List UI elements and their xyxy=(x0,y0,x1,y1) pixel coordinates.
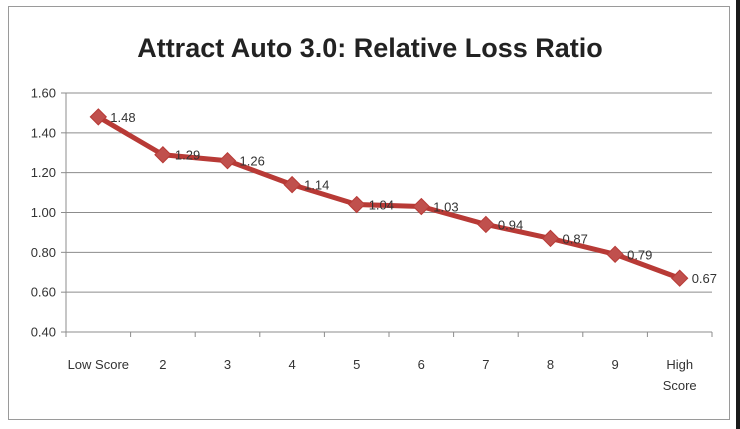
data-label: 0.67 xyxy=(692,271,717,286)
y-axis-ticks: 0.40 0.60 0.80 1.00 1.20 1.40 1.60 xyxy=(31,86,66,340)
data-point-marker xyxy=(154,146,172,164)
x-tick-label: 9 xyxy=(611,357,618,372)
data-labels: 1.48 1.29 1.26 1.14 1.04 1.03 0.94 0.87 0.79 0.67 xyxy=(110,110,717,286)
data-label: 1.48 xyxy=(110,110,135,125)
x-tick-label-line: Score xyxy=(663,378,697,393)
data-point-marker xyxy=(283,175,301,194)
x-tick-label-line: 4 xyxy=(288,357,295,372)
data-label: 1.26 xyxy=(240,154,265,169)
data-label: 1.14 xyxy=(304,178,329,193)
data-label: 1.04 xyxy=(369,198,394,213)
x-axis-ticks: Low Score 2 3 4 5 6 7 8 9 High Score xyxy=(65,332,713,393)
y-tick-label: 0.60 xyxy=(31,285,56,300)
y-tick-label: 1.40 xyxy=(31,125,56,140)
x-tick-label: 2 xyxy=(159,357,166,372)
chart-title: Attract Auto 3.0: Relative Loss Ratio xyxy=(137,33,603,63)
x-tick-label: 3 xyxy=(224,357,231,372)
data-label: 0.79 xyxy=(627,247,652,262)
data-label: 0.87 xyxy=(563,231,588,246)
x-tick-label: 6 xyxy=(418,357,425,372)
data-point-marker xyxy=(541,229,560,248)
data-point-marker xyxy=(347,195,366,214)
x-tick-label: 5 xyxy=(353,357,360,372)
x-tick-label: 4 xyxy=(288,357,295,372)
window-edge xyxy=(736,0,740,429)
x-tick-label: 7 xyxy=(482,357,489,372)
data-label: 0.94 xyxy=(498,217,523,232)
data-point-marker xyxy=(477,215,495,234)
y-tick-label: 1.20 xyxy=(31,165,56,180)
data-point-marker xyxy=(412,197,431,216)
series xyxy=(89,108,689,287)
data-label: 1.29 xyxy=(175,148,200,163)
x-tick-label-line: 9 xyxy=(611,357,618,372)
x-tick-label-line: 8 xyxy=(547,357,554,372)
data-point-marker xyxy=(89,108,108,126)
y-tick-label: 0.40 xyxy=(31,325,56,340)
data-point-marker xyxy=(606,245,624,264)
x-tick-label: Low Score xyxy=(68,357,129,372)
data-point-marker xyxy=(670,269,689,287)
x-tick-label: 8 xyxy=(547,357,554,372)
series-line xyxy=(95,114,683,281)
x-tick-label-line: 3 xyxy=(224,357,231,372)
x-tick-label-line: 6 xyxy=(418,357,425,372)
x-tick-label-line: 2 xyxy=(159,357,166,372)
x-tick-label-line: 7 xyxy=(482,357,489,372)
data-point-marker xyxy=(218,152,237,170)
x-tick-label-line: Low Score xyxy=(68,357,129,372)
x-tick-label-line: 5 xyxy=(353,357,360,372)
y-tick-label: 1.00 xyxy=(31,205,56,220)
data-label: 1.03 xyxy=(433,200,458,215)
x-tick-label-line: High xyxy=(666,357,693,372)
x-tick-label: High Score xyxy=(663,357,697,393)
y-tick-label: 1.60 xyxy=(31,86,56,101)
y-tick-label: 0.80 xyxy=(31,245,56,260)
